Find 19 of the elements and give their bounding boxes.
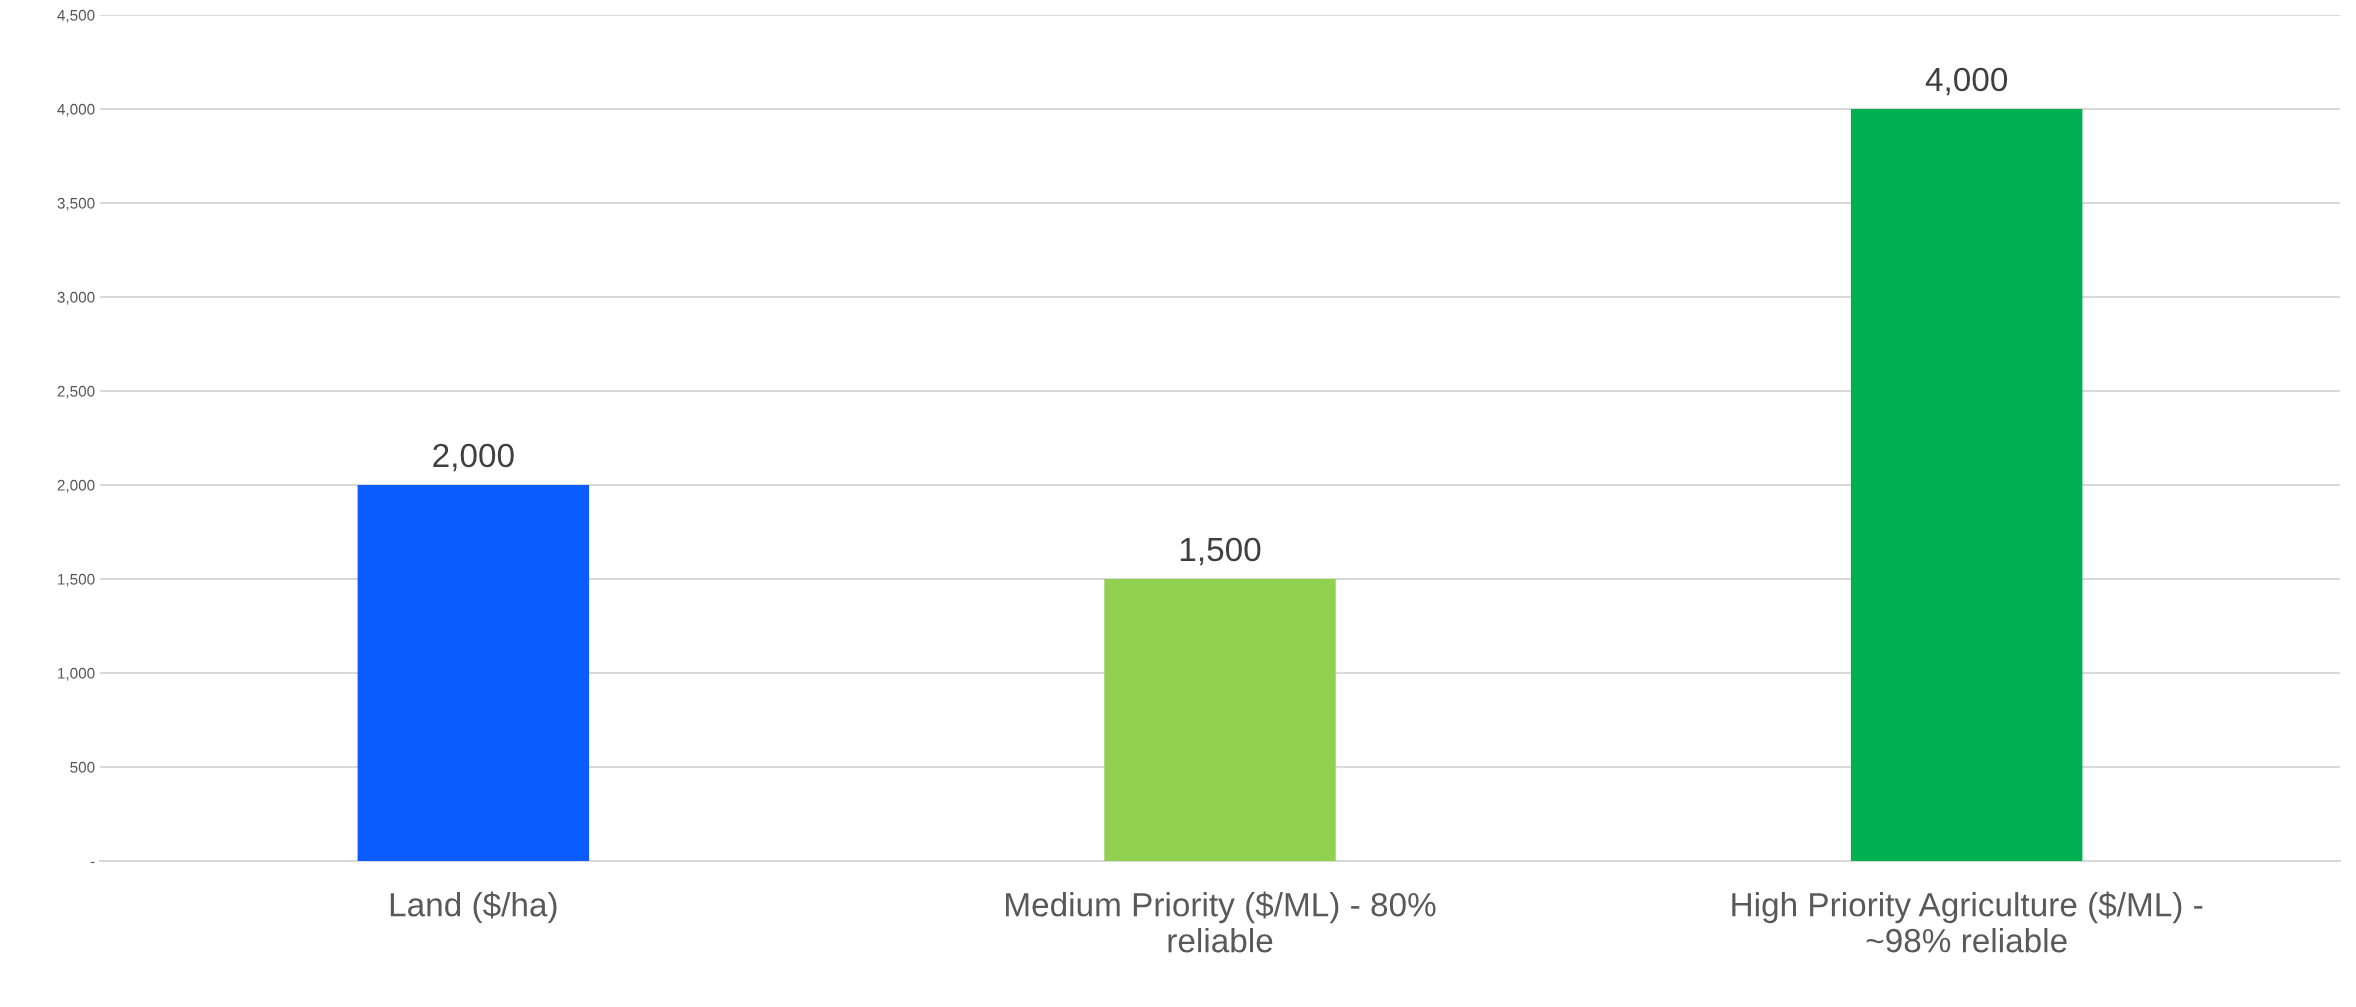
bar [1850, 109, 2083, 861]
y-tick-label: 1,000 [58, 667, 95, 681]
x-tick-label: Medium Priority ($/ML) - 80% reliable [1006, 891, 1436, 953]
data-label: 4,000 [1925, 67, 2008, 96]
y-tick-label: 4,500 [57, 9, 95, 23]
y-tick-label: 2,500 [57, 385, 95, 399]
y-tick-label: 3,500 [57, 197, 95, 211]
y-tick-label: - [90, 861, 95, 864]
x-tick-label: Land ($/ha) [390, 891, 557, 924]
data-label: 2,000 [433, 443, 514, 472]
y-tick-label: 3,000 [57, 291, 95, 305]
y-tick-label: 2,000 [57, 479, 95, 493]
x-tick-label: High Priority Agriculture ($/ML) - ~98% reliable [1732, 891, 2203, 953]
bar [357, 485, 590, 861]
y-tick-label: 500 [70, 761, 95, 773]
data-label: 1,500 [1180, 537, 1261, 566]
y-tick-label: 4,000 [57, 103, 95, 117]
bar [1104, 579, 1336, 861]
y-tick-label: 1,500 [58, 573, 95, 587]
